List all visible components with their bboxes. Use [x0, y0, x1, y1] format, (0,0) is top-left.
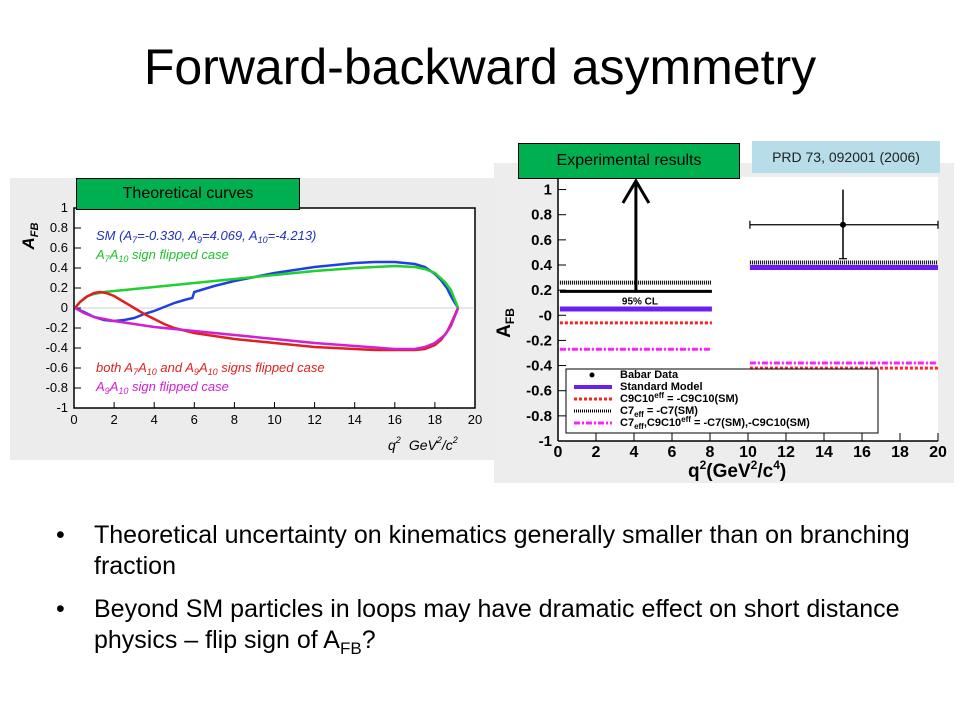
theory-xtick-label: 6: [191, 412, 198, 427]
slide-title: Forward-backward asymmetry: [143, 39, 817, 95]
legend-red: both A7A10 and A9A10 signs flipped case: [96, 360, 325, 377]
theory-xlabel-unit: GeV: [409, 437, 439, 453]
theory-xtick-label: 2: [110, 412, 117, 427]
experimental-results-label: Experimental results: [518, 143, 740, 179]
exp-ytick-label: -0: [539, 307, 552, 324]
bullet-item: • Beyond SM particles in loops may have …: [56, 595, 900, 658]
cl-label: 95% CL: [622, 296, 658, 307]
exp-ytick-label: 0.6: [531, 232, 552, 249]
theoretical-curves-label: Theoretical curves: [76, 178, 300, 210]
reference-label: PRD 73, 092001 (2006): [752, 141, 940, 173]
theory-xtick-label: 8: [231, 412, 238, 427]
theory-xlabel-sup: 2: [395, 435, 401, 445]
theory-ytick-label: -0.2: [46, 320, 68, 335]
theory-ytick-label: 1: [61, 200, 68, 215]
exp-xtick-label: 12: [777, 444, 795, 461]
theory-xtick-label: 20: [468, 412, 482, 427]
legend-sm: SM (A7=-0.330, A9=4.069, A10=-4.213): [96, 228, 316, 245]
legend-c7: C7eff = -C7(SM): [620, 405, 698, 419]
theory-curve-2: [74, 290, 460, 352]
theory-chart: 0 2 4 6 8 10 12 14 16 18 20-1-0.8-0.6-0.4-0.200.20…: [10, 178, 495, 460]
exp-xtick-label: 10: [739, 444, 757, 461]
theory-ylabel-sub: FB: [29, 222, 41, 237]
exp-xtick-label: 16: [853, 444, 871, 461]
exp-ytick-label: 1: [544, 182, 552, 199]
theory-xtick-label: 4: [151, 412, 158, 427]
exp-xtick-label: 6: [668, 444, 677, 461]
legend-standard-model: Standard Model: [620, 381, 703, 393]
exp-xtick-label: 20: [929, 444, 947, 461]
theory-xlabel-unit-tail: /c: [441, 437, 453, 453]
exp-ytick-label: -1: [539, 433, 552, 450]
exp-xlabel: q2(GeV2/c4): [688, 458, 786, 482]
theory-ytick-label: 0.2: [50, 280, 68, 295]
exp-xtick-label: 8: [706, 444, 715, 461]
exp-ytick-label: -0.8: [526, 408, 552, 425]
legend-babar: Babar Data: [620, 369, 679, 381]
theory-xtick-label: 10: [267, 412, 281, 427]
exp-xtick-label: 2: [592, 444, 601, 461]
exp-ylabel-sub: FB: [503, 308, 517, 324]
exp-ytick-label: 0.2: [531, 282, 552, 299]
exp-ytick-label: -0.6: [526, 383, 552, 400]
theory-ytick-label: 0.4: [50, 260, 68, 275]
theory-ytick-label: -0.6: [46, 360, 68, 375]
exp-xtick-label: 14: [815, 444, 833, 461]
legend-c7-c9c10: C7eff,C9C10eff = -C7(SM),-C9C10(SM): [620, 415, 810, 431]
theory-ytick-label: 0.6: [50, 240, 68, 255]
svg-text:AFB: AFB: [19, 222, 41, 250]
exp-data-point: [840, 221, 846, 228]
exp-ytick-label: 0.4: [531, 257, 553, 274]
experiment-chart: 0 2 4 6 8 10 12 14 16 18 20 -1 -0.8 -0.6 -0.4 -0.2 -0 0.2…: [494, 163, 954, 483]
theory-ytick-label: -1: [56, 400, 68, 415]
bullet-item: • Theoretical uncertainty on kinematics …: [56, 521, 910, 580]
theory-ytick-label: -0.4: [46, 340, 68, 355]
theory-xlabel-unit-sup2: 2: [452, 435, 458, 445]
legend-c9c10: C9C10eff = -C9C10(SM): [620, 391, 739, 405]
exp-ytick-label: -0.2: [526, 332, 552, 349]
theory-curve-3: [74, 306, 460, 351]
legend-magenta: A9A10 sign flipped case: [95, 379, 229, 396]
bullet-dot-icon: •: [56, 595, 65, 623]
exp-ytick-label: 0.8: [531, 207, 552, 224]
legend-green: A7A10 sign flipped case: [95, 247, 229, 264]
exp-legend: Babar Data Standard Model C9C10eff = -C9…: [565, 368, 879, 434]
svg-text:AFB: AFB: [494, 308, 517, 338]
bullet-dot-icon: •: [56, 521, 65, 549]
theory-xlabel: q: [388, 437, 396, 453]
theory-ylabel: A: [19, 237, 38, 250]
theory-ytick-label: 0.8: [50, 220, 68, 235]
theory-xtick-label: 0: [70, 412, 77, 427]
theory-xlabel-unit-sup: 2: [436, 435, 442, 445]
theory-ytick-label: -0.8: [46, 380, 68, 395]
exp-ytick-label: -0.4: [526, 358, 553, 375]
theory-xtick-label: 12: [307, 412, 321, 427]
exp-limit-arrow-icon: [621, 178, 651, 204]
theory-xtick-label: 14: [347, 412, 361, 427]
bullet-list: • Theoretical uncertainty on kinematics …: [56, 520, 936, 676]
theory-xtick-label: 16: [388, 412, 402, 427]
exp-xtick-label: 4: [630, 444, 639, 461]
theory-xtick-label: 18: [428, 412, 442, 427]
exp-ylabel: A: [494, 324, 515, 338]
theory-ytick-label: 0: [61, 300, 68, 315]
exp-xtick-label: 0: [554, 444, 563, 461]
exp-xtick-label: 18: [891, 444, 909, 461]
